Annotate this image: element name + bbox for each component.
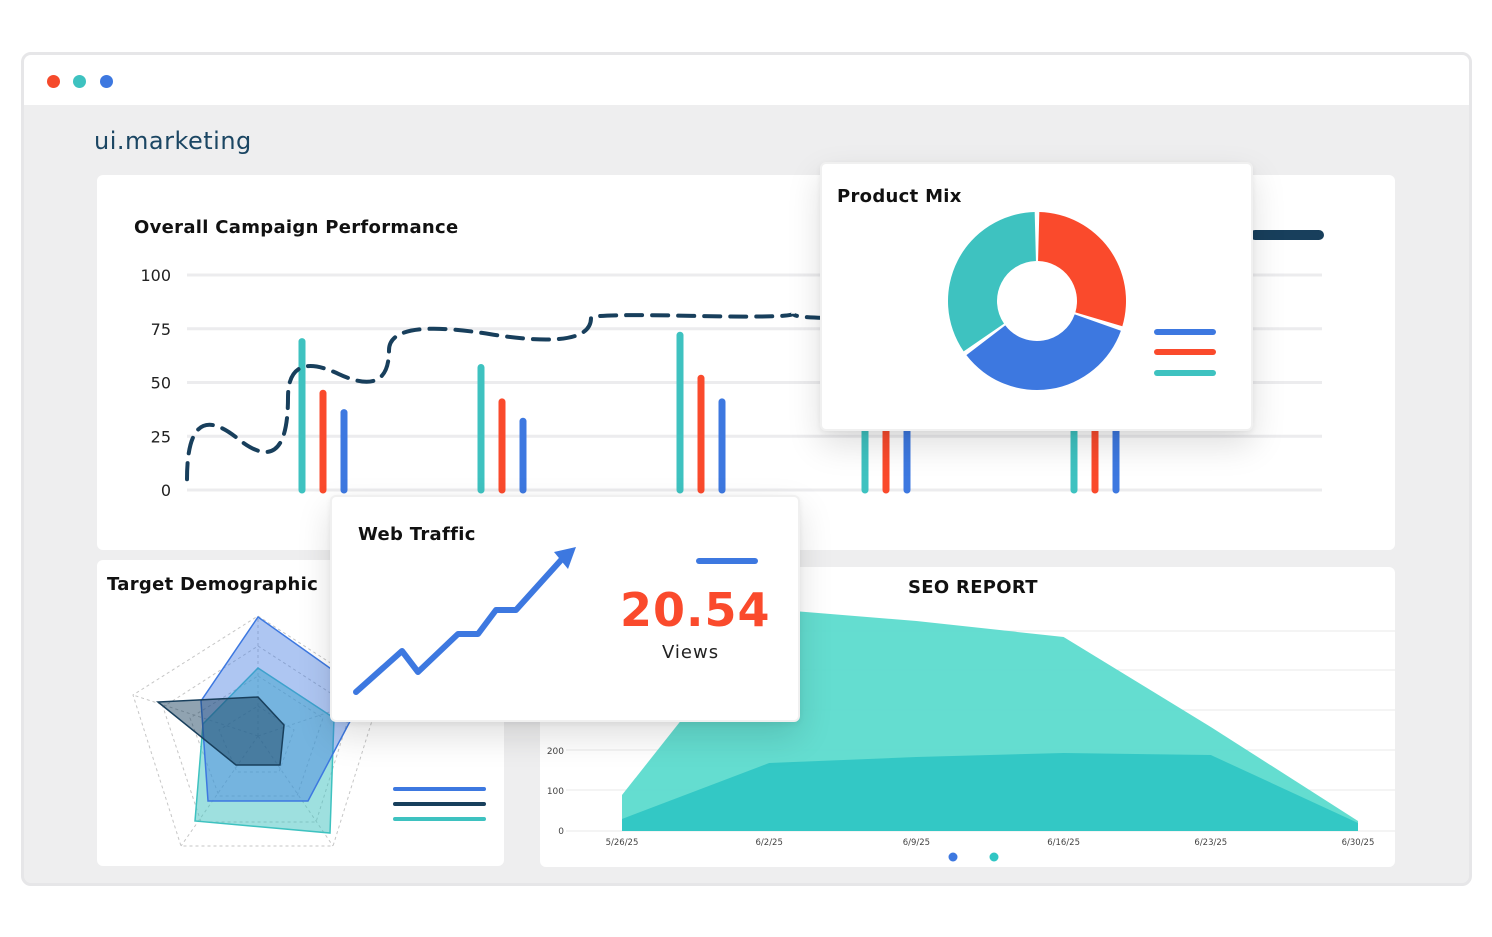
seo-title: SEO REPORT: [908, 577, 1038, 598]
product-mix-legend-line-3: [1154, 370, 1216, 376]
radar-series-teal: [194, 667, 335, 834]
seo-xtick-label: 5/26/25: [606, 838, 639, 848]
seo-ytick-label: 200: [547, 747, 564, 757]
target-demographic-card: Target Demographic: [97, 560, 504, 866]
web-traffic-value: 20.54: [620, 583, 771, 637]
seo-legend-dot: [948, 852, 958, 862]
close-dot[interactable]: [47, 75, 60, 88]
demographic-title: Target Demographic: [107, 574, 319, 595]
product-mix-slice: [966, 314, 1121, 390]
web-traffic-card: Web Traffic 20.54 Views: [330, 495, 800, 722]
campaign-ytick-label: 0: [161, 481, 171, 500]
campaign-ytick-label: 75: [151, 320, 171, 339]
campaign-ytick-label: 100: [140, 266, 171, 285]
trend-arrow-icon: [554, 547, 576, 569]
web-traffic-unit-label: Views: [662, 642, 720, 663]
maximize-dot[interactable]: [100, 75, 113, 88]
product-mix-slice: [948, 212, 1036, 352]
radar-chart: [132, 615, 381, 847]
window-titlebar: [24, 55, 1469, 105]
product-mix-legend-line-1: [1154, 329, 1216, 335]
demographic-legend-line-1: [393, 787, 486, 791]
campaign-ytick-label: 50: [151, 374, 171, 393]
seo-ytick-label: 100: [547, 787, 564, 797]
radar-series-navy: [156, 696, 285, 766]
seo-ytick-label: 0: [558, 827, 564, 837]
campaign-title: Overall Campaign Performance: [134, 217, 459, 238]
seo-area-series: [622, 753, 1358, 831]
demographic-legend-line-2: [393, 802, 486, 806]
brand-logo: ui.marketing: [94, 127, 252, 155]
seo-xtick-label: 6/2/25: [756, 838, 783, 848]
campaign-ytick-label: 25: [151, 427, 171, 446]
web-traffic-title: Web Traffic: [358, 524, 476, 545]
browser-window: ui.marketing Overall Campaign Performanc…: [21, 52, 1472, 886]
web-traffic-legend-line: [696, 558, 758, 564]
seo-xtick-label: 6/30/25: [1342, 838, 1375, 848]
seo-xtick-label: 6/9/25: [903, 838, 930, 848]
seo-xtick-label: 6/23/25: [1194, 838, 1227, 848]
traffic-trend-chart: [353, 547, 576, 695]
seo-xtick-label: 6/16/25: [1047, 838, 1080, 848]
product-mix-legend-line-2: [1154, 349, 1216, 355]
seo-area-chart: 0 100 200 5/26/25 6/2/25 6/9/25 6/16/25 6/23/25…: [547, 609, 1395, 862]
demographic-legend-line-3: [393, 817, 486, 821]
product-mix-slice: [1038, 212, 1126, 327]
product-mix-donut: [948, 212, 1126, 390]
seo-legend-dot: [989, 852, 999, 862]
traffic-trend-line: [353, 556, 565, 695]
minimize-dot[interactable]: [73, 75, 86, 88]
product-mix-card: Product Mix: [820, 162, 1253, 431]
product-mix-title: Product Mix: [837, 186, 962, 207]
